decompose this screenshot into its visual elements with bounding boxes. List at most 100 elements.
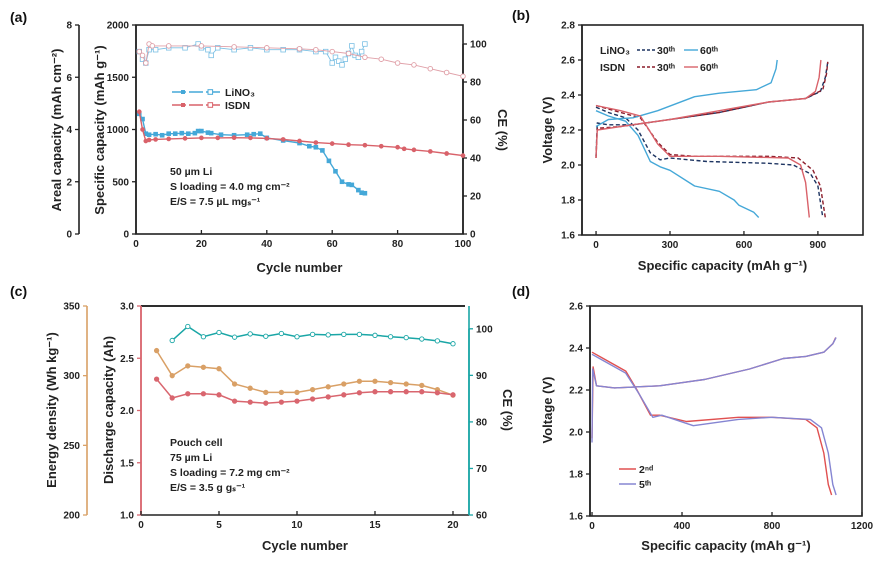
data-point <box>444 151 449 156</box>
data-point <box>329 48 335 55</box>
data-point <box>394 60 401 66</box>
y-axis-b-tick-label: 2.8 <box>561 21 575 32</box>
data-point <box>146 137 152 143</box>
legend-marker-filled <box>181 103 185 107</box>
voltage-curve-3 <box>595 61 829 159</box>
x-axis-d-tick-label: 400 <box>674 521 691 532</box>
data-point <box>185 363 191 369</box>
y-axis-ce-a-tick-label: 40 <box>470 154 482 165</box>
data-point <box>153 131 158 137</box>
data-point <box>278 399 285 405</box>
data-point <box>263 389 269 396</box>
data-point <box>325 332 331 338</box>
data-point <box>153 347 160 354</box>
data-point <box>278 389 285 396</box>
data-point <box>169 337 175 344</box>
y-axis-areal-a-tick-label: 4 <box>66 125 72 136</box>
data-point <box>332 54 339 60</box>
y-axis-b-tick-label: 2.2 <box>561 126 575 137</box>
y-axis-areal-a-tick-label: 2 <box>66 177 72 188</box>
data-point <box>216 329 222 336</box>
y-axis-title-ce-a: CE (%) <box>495 109 510 151</box>
data-point <box>411 62 417 68</box>
data-point <box>325 394 331 400</box>
data-point <box>179 130 185 136</box>
data-point <box>450 341 456 347</box>
data-point <box>378 56 385 62</box>
data-point <box>356 331 363 338</box>
y-axis-b-tick-label: 2.0 <box>561 161 575 172</box>
data-point <box>244 132 250 138</box>
y-axis-d-tick-label: 2.6 <box>569 302 583 313</box>
data-point <box>322 48 329 55</box>
y-axis-capacity-a-tick-label: 1500 <box>107 73 130 84</box>
x-axis-a-tick-label: 0 <box>133 239 139 250</box>
data-point <box>419 389 425 395</box>
y-axis-title-energy-c: Energy density (Wh kg⁻¹) <box>44 332 59 488</box>
data-point <box>434 390 441 396</box>
y-axis-capacity-a-tick-label: 0 <box>123 230 129 241</box>
x-axis-a-tick-label: 20 <box>196 239 208 250</box>
x-axis-b-tick-label: 0 <box>593 240 599 251</box>
data-point <box>278 330 285 337</box>
data-point <box>247 45 254 51</box>
panel-label-d: (d) <box>512 283 530 299</box>
data-point <box>401 146 407 152</box>
x-axis-a-tick-label: 80 <box>392 239 404 250</box>
data-point <box>247 385 253 391</box>
data-point <box>294 334 300 340</box>
data-point <box>427 65 434 72</box>
annotation: E/S = 7.5 µL mgₛ⁻¹ <box>170 196 261 208</box>
data-point <box>362 190 368 196</box>
y-axis-title-capacity-a: Specific capacity (mAh g⁻¹) <box>92 45 107 214</box>
y-axis-title-discharge-c: Discharge capacity (Ah) <box>101 336 116 484</box>
annotation: 75 µm Li <box>170 452 212 464</box>
data-point <box>169 373 175 379</box>
data-point <box>378 143 384 149</box>
y-axis-energy-c-tick-label: 300 <box>63 371 80 382</box>
voltage-curve-4 <box>595 110 760 218</box>
y-axis-capacity-a-tick-label: 2000 <box>107 21 130 32</box>
data-point <box>403 389 409 395</box>
panel-label-c: (c) <box>10 283 27 299</box>
x-axis-b-tick-label: 600 <box>736 240 753 251</box>
data-point <box>297 138 302 144</box>
data-point <box>387 389 394 395</box>
y-axis-energy-c-tick-label: 200 <box>63 511 80 522</box>
data-point <box>362 54 368 61</box>
data-point <box>443 69 450 76</box>
data-point <box>257 131 263 136</box>
x-axis-title-d: Specific capacity (mAh g⁻¹) <box>641 538 810 553</box>
x-axis-c-tick-label: 5 <box>216 520 222 531</box>
data-point <box>264 136 270 141</box>
x-axis-title-b: Specific capacity (mAh g⁻¹) <box>638 258 807 273</box>
series-line-0 <box>155 350 454 396</box>
data-point <box>159 132 165 138</box>
voltage-curve-5 <box>595 59 778 128</box>
data-point <box>140 127 145 132</box>
legend-label: 30ᵗʰ <box>657 62 675 74</box>
data-point <box>450 392 456 398</box>
data-point <box>200 364 207 370</box>
data-point <box>149 43 156 49</box>
data-point <box>136 109 142 115</box>
legend-label: 30ᵗʰ <box>657 45 675 57</box>
data-point <box>215 135 221 141</box>
y-axis-title-ce-c: CE (%) <box>500 389 515 431</box>
data-point <box>280 137 286 142</box>
y-axis-ce-c-tick-label: 80 <box>476 417 488 428</box>
data-point <box>208 130 214 136</box>
panel-label-b: (b) <box>512 7 530 23</box>
legend-label: 60ᵗʰ <box>700 45 718 57</box>
data-point <box>325 384 331 390</box>
data-point <box>152 47 159 53</box>
y-axis-title-areal-a: Areal capacity (mAh cm⁻²) <box>49 49 64 212</box>
x-axis-c-tick-label: 15 <box>369 520 381 531</box>
voltage-curve-0 <box>595 106 824 218</box>
series-line-0 <box>138 113 366 194</box>
x-axis-title-c: Cycle number <box>262 538 348 553</box>
y-axis-ce-c-tick-label: 90 <box>476 371 488 382</box>
legend-row-label: LiNO₃ <box>600 45 630 57</box>
data-point <box>182 136 188 141</box>
